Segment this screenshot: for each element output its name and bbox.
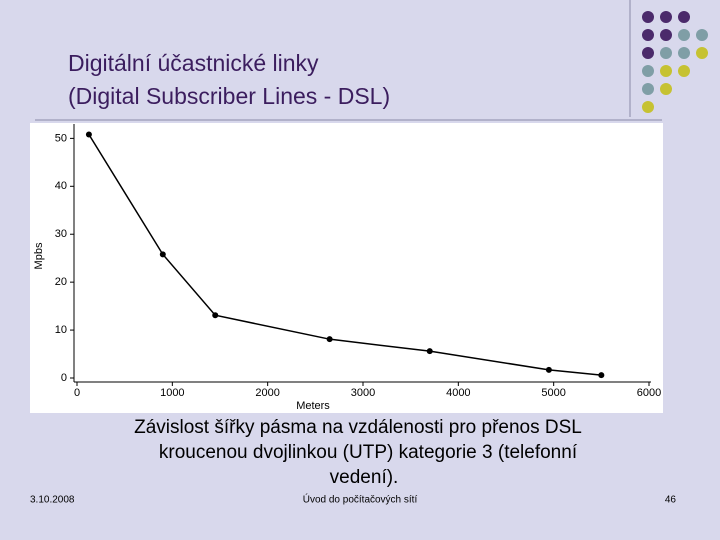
y-axis-label: Mpbs: [33, 242, 45, 269]
caption: kroucenou dvojlinkou (UTP) kategorie 3 (…: [159, 442, 578, 463]
caption: Závislost šířky pásma na vzdálenosti pro…: [134, 417, 582, 438]
data-point: [212, 312, 219, 319]
footer-date: 3.10.2008: [30, 495, 75, 506]
x-tick-label: 2000: [255, 387, 279, 399]
x-tick-label: 5000: [541, 387, 565, 399]
chart-area: [30, 123, 663, 413]
y-tick-label: 30: [55, 228, 67, 240]
x-tick-label: 6000: [637, 387, 661, 399]
y-tick-label: 0: [61, 372, 67, 384]
dot-decoration: [642, 11, 708, 113]
data-point: [598, 372, 605, 379]
page-number: 46: [665, 495, 677, 506]
x-axis-label: Meters: [296, 400, 330, 412]
data-point: [85, 131, 92, 138]
x-tick-label: 3000: [351, 387, 375, 399]
x-tick-label: 1000: [160, 387, 184, 399]
data-point: [545, 366, 552, 373]
title: Digitální účastnické linky: [68, 50, 319, 76]
y-tick-label: 20: [55, 276, 67, 288]
y-tick-label: 50: [55, 132, 67, 144]
y-tick-label: 10: [55, 324, 67, 336]
data-point: [159, 251, 166, 258]
y-tick-label: 40: [55, 180, 67, 192]
plot: 0 10 20 30 40 50 0 1000 2000 3000 4000 5000 6000 Mete…: [33, 124, 661, 412]
data-point: [326, 336, 333, 343]
data-point: [426, 348, 433, 355]
x-tick-label: 0: [74, 387, 80, 399]
caption: vedení).: [330, 467, 399, 488]
x-tick-label: 4000: [446, 387, 470, 399]
footer-course: Úvod do počítačových sítí: [303, 493, 418, 506]
title: (Digital Subscriber Lines - DSL): [68, 83, 390, 109]
